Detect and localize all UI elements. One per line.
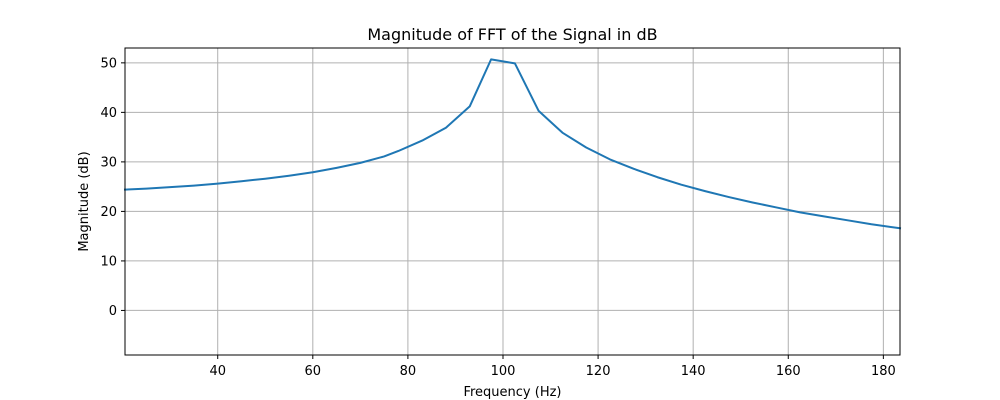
x-tick-label: 80 — [400, 364, 417, 379]
plot-frame — [124, 47, 901, 356]
chart-title: Magnitude of FFT of the Signal in dB — [367, 25, 657, 44]
x-tick-label: 120 — [586, 364, 611, 379]
x-tick-label: 160 — [776, 364, 801, 379]
plot-area — [123, 58, 902, 230]
y-tick-label: 40 — [100, 106, 117, 121]
axis-ticks: 40 60 80 100 120 140 160 180 0 10 20 30 40 50 — [100, 56, 895, 379]
x-tick-label: 60 — [305, 364, 322, 379]
y-tick-label: 10 — [100, 254, 117, 269]
x-tick-label: 100 — [491, 364, 516, 379]
grid-lines — [125, 48, 900, 355]
y-tick-label: 30 — [100, 155, 117, 170]
x-tick-label: 180 — [871, 364, 896, 379]
fft-magnitude-line — [123, 58, 902, 230]
x-tick-label: 40 — [209, 364, 226, 379]
y-tick-label: 50 — [100, 56, 117, 71]
y-tick-label: 20 — [100, 205, 117, 220]
x-tick-label: 140 — [681, 364, 706, 379]
y-axis-label: Magnitude (dB) — [77, 151, 92, 251]
x-axis-label: Frequency (Hz) — [463, 385, 561, 400]
y-tick-label: 0 — [109, 304, 117, 319]
